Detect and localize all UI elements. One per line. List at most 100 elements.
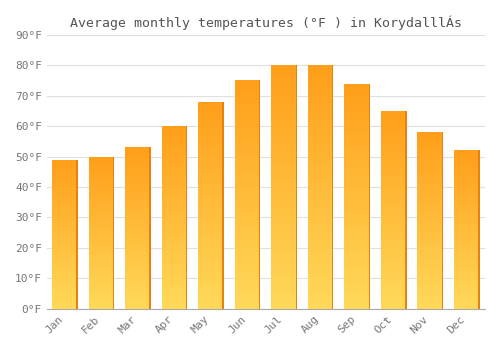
- Bar: [381, 299, 406, 300]
- Bar: [308, 118, 334, 119]
- Bar: [162, 153, 188, 154]
- Bar: [162, 288, 188, 289]
- Bar: [344, 173, 370, 174]
- Bar: [52, 264, 78, 265]
- Bar: [162, 297, 188, 298]
- Bar: [381, 303, 406, 304]
- Bar: [272, 290, 297, 292]
- Bar: [235, 118, 260, 119]
- Bar: [308, 203, 334, 204]
- Bar: [454, 308, 479, 309]
- Bar: [272, 150, 297, 152]
- Bar: [454, 197, 479, 198]
- Bar: [454, 156, 479, 157]
- Bar: [381, 148, 406, 149]
- Bar: [344, 130, 370, 131]
- Bar: [126, 252, 151, 253]
- Bar: [418, 142, 443, 143]
- Bar: [52, 233, 78, 234]
- Bar: [235, 261, 260, 262]
- Bar: [259, 80, 260, 309]
- Bar: [126, 193, 151, 194]
- Bar: [308, 105, 334, 107]
- Bar: [381, 120, 406, 121]
- Bar: [126, 203, 151, 204]
- Bar: [198, 106, 224, 107]
- Bar: [454, 272, 479, 273]
- Bar: [198, 283, 224, 284]
- Bar: [272, 173, 297, 174]
- Bar: [418, 209, 443, 210]
- Bar: [418, 218, 443, 219]
- Bar: [418, 193, 443, 194]
- Bar: [89, 189, 114, 190]
- Bar: [126, 256, 151, 257]
- Bar: [344, 133, 370, 134]
- Bar: [89, 184, 114, 185]
- Bar: [454, 236, 479, 237]
- Bar: [162, 216, 188, 217]
- Bar: [272, 161, 297, 163]
- Bar: [198, 210, 224, 211]
- Bar: [52, 164, 78, 165]
- Bar: [52, 212, 78, 213]
- Bar: [198, 203, 224, 204]
- Bar: [162, 243, 188, 244]
- Bar: [52, 253, 78, 254]
- Bar: [89, 195, 114, 196]
- Bar: [198, 289, 224, 290]
- Bar: [126, 237, 151, 238]
- Bar: [89, 177, 114, 178]
- Bar: [162, 260, 188, 261]
- Bar: [308, 209, 334, 210]
- Bar: [198, 202, 224, 203]
- Bar: [454, 239, 479, 240]
- Bar: [454, 226, 479, 227]
- Bar: [162, 135, 188, 136]
- Bar: [308, 107, 334, 108]
- Bar: [308, 208, 334, 209]
- Bar: [162, 256, 188, 257]
- Bar: [308, 96, 334, 97]
- Bar: [381, 283, 406, 284]
- Bar: [344, 182, 370, 183]
- Bar: [418, 147, 443, 148]
- Bar: [344, 211, 370, 212]
- Bar: [126, 169, 151, 170]
- Bar: [89, 307, 114, 308]
- Bar: [418, 198, 443, 199]
- Bar: [308, 131, 334, 132]
- Bar: [308, 210, 334, 211]
- Bar: [162, 262, 188, 263]
- Bar: [344, 202, 370, 203]
- Bar: [344, 232, 370, 233]
- Bar: [344, 120, 370, 121]
- Bar: [381, 277, 406, 278]
- Bar: [52, 248, 78, 249]
- Bar: [454, 245, 479, 246]
- Bar: [454, 283, 479, 284]
- Bar: [235, 263, 260, 264]
- Bar: [454, 301, 479, 302]
- Bar: [235, 178, 260, 180]
- Bar: [198, 212, 224, 214]
- Bar: [418, 214, 443, 215]
- Bar: [272, 288, 297, 289]
- Bar: [418, 271, 443, 272]
- Bar: [344, 292, 370, 293]
- Bar: [235, 141, 260, 142]
- Bar: [344, 142, 370, 143]
- Bar: [162, 289, 188, 290]
- Bar: [272, 174, 297, 175]
- Bar: [89, 216, 114, 217]
- Bar: [272, 181, 297, 182]
- Bar: [344, 179, 370, 180]
- Bar: [308, 268, 334, 270]
- Bar: [162, 267, 188, 268]
- Bar: [344, 144, 370, 146]
- Bar: [162, 255, 188, 256]
- Bar: [344, 282, 370, 283]
- Bar: [272, 117, 297, 118]
- Bar: [344, 184, 370, 185]
- Bar: [198, 245, 224, 246]
